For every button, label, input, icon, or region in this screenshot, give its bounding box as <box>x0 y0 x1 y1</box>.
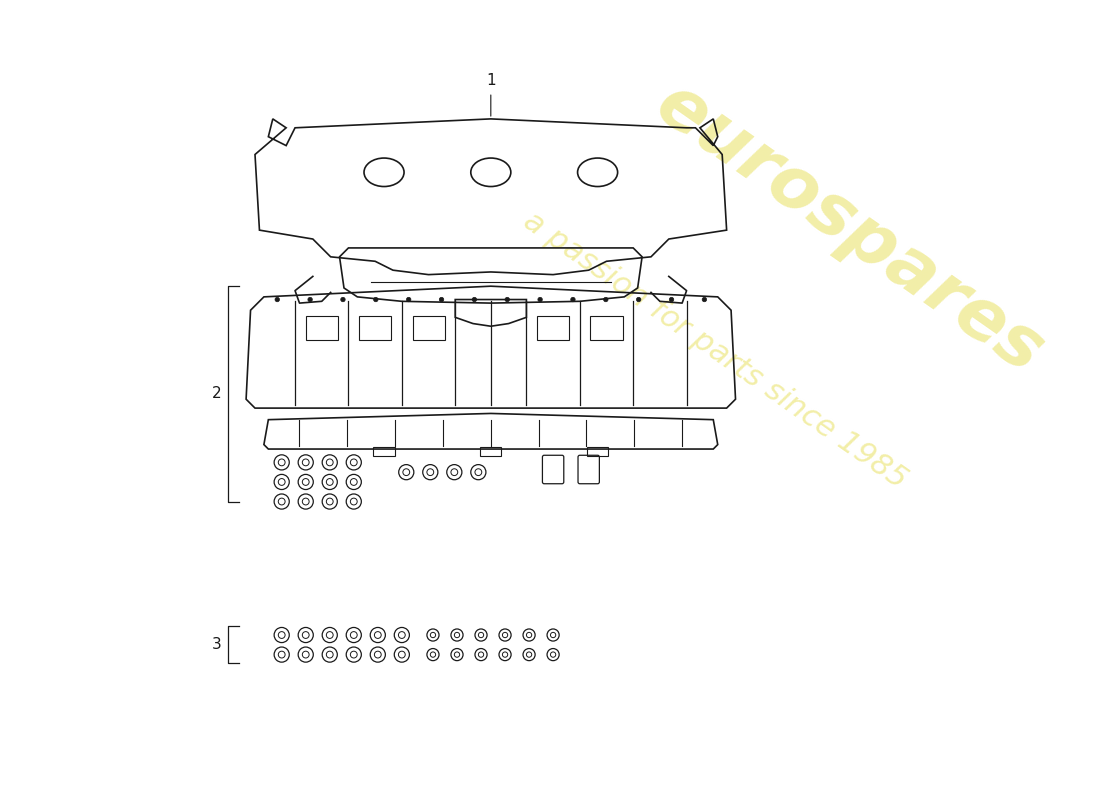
Bar <box>412 317 444 339</box>
Circle shape <box>275 298 279 302</box>
Circle shape <box>505 298 509 302</box>
Circle shape <box>637 298 641 302</box>
Circle shape <box>472 298 476 302</box>
Bar <box>537 317 569 339</box>
Circle shape <box>702 298 706 302</box>
Circle shape <box>604 298 608 302</box>
Text: 2: 2 <box>211 386 221 402</box>
Text: 1: 1 <box>486 73 496 88</box>
Circle shape <box>538 298 542 302</box>
Bar <box>591 317 623 339</box>
Text: 3: 3 <box>211 638 221 652</box>
Bar <box>306 317 338 339</box>
Circle shape <box>406 298 411 302</box>
Bar <box>359 317 392 339</box>
Circle shape <box>439 298 443 302</box>
Text: a passion for parts since 1985: a passion for parts since 1985 <box>517 206 912 494</box>
Bar <box>373 447 395 456</box>
Circle shape <box>308 298 312 302</box>
Bar <box>480 447 502 456</box>
Circle shape <box>571 298 575 302</box>
Circle shape <box>374 298 378 302</box>
Text: eurospares: eurospares <box>642 69 1056 387</box>
Circle shape <box>341 298 345 302</box>
Bar <box>587 447 608 456</box>
Circle shape <box>669 298 673 302</box>
